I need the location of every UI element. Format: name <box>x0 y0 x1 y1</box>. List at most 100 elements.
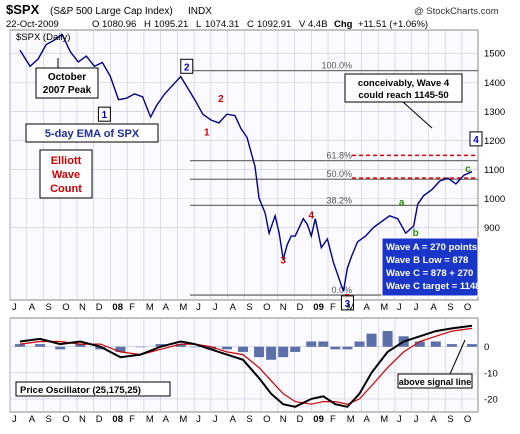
bottom-month-label: 09 <box>313 414 324 425</box>
watermark: @ StockCharts.com <box>414 6 499 17</box>
histogram-bar <box>330 346 341 350</box>
wave-calc-2: Wave B Low = 878 <box>386 255 468 266</box>
month-label: J <box>414 302 419 313</box>
signal-label: above signal line <box>399 377 472 387</box>
price-line-group <box>19 33 473 292</box>
month-label: J <box>196 302 201 313</box>
osc-title-box <box>15 381 171 397</box>
histogram-bar <box>466 344 477 347</box>
month-axis: J A S O N D 08 F M A M J J A S O N D 09 F M A M J J A S O <box>12 302 471 313</box>
change-value: +11.51 (+1.06%) <box>358 19 428 30</box>
bottom-month-label: A <box>364 414 371 425</box>
histogram-bar <box>237 346 248 352</box>
fib-label: 61.8% <box>326 151 352 161</box>
month-label: M <box>380 302 388 313</box>
wave-label: c <box>465 164 471 175</box>
histogram-bar <box>278 346 289 358</box>
ema-label: 5-day EMA of SPX <box>45 128 140 140</box>
price-tick-label: 1500 <box>484 49 505 60</box>
bottom-month-label: 08 <box>112 414 123 425</box>
bottom-month-label: A <box>29 414 36 425</box>
bottom-month-label: F <box>330 414 336 425</box>
elliott-text-1: Elliott <box>51 155 82 167</box>
month-label: S <box>246 302 252 313</box>
bottom-month-label: A <box>163 414 170 425</box>
histogram-bar <box>35 344 46 347</box>
month-label: M <box>179 302 187 313</box>
high-label: H <box>144 19 151 30</box>
month-label: N <box>280 302 287 313</box>
histogram-bar <box>366 333 377 347</box>
price-tick-label: 1300 <box>484 107 505 118</box>
osc-tick-label: -20 <box>484 394 498 405</box>
ema-box <box>25 123 159 143</box>
bottom-month-label: J <box>397 414 402 425</box>
histogram-bar <box>354 341 365 347</box>
oscillator-line <box>19 324 473 408</box>
low-label: L <box>196 19 201 30</box>
wave-calc-4: Wave C target = 1148 <box>386 281 480 292</box>
volume-label: V <box>299 19 306 30</box>
bottom-month-label: M <box>179 414 187 425</box>
osc-title: Price Oscillator (25,175,25) <box>20 385 141 396</box>
histogram-bar <box>342 346 353 350</box>
osc-tick-label: 0 <box>484 342 489 353</box>
histogram-bar <box>175 344 186 347</box>
month-label: M <box>146 302 154 313</box>
month-label: J <box>12 302 17 313</box>
price-axis: 900 1000 1100 1200 1300 1400 1500 <box>484 49 505 234</box>
wave-calc-1: Wave A = 270 points <box>386 242 477 253</box>
exchange-label: INDX <box>188 6 212 17</box>
wave-label-box <box>340 295 354 311</box>
oscillator-axis: -20 -10 0 <box>484 342 498 405</box>
bottom-month-label: J <box>196 414 201 425</box>
histogram-bar <box>221 346 232 350</box>
bottom-month-label: A <box>230 414 237 425</box>
change-label: Chg <box>334 19 353 30</box>
price-panel-title: $SPX (Daily) <box>16 32 70 43</box>
wave-label-box <box>180 58 194 74</box>
wave4-text-2: could reach 1145-50 <box>358 90 448 101</box>
oscillator-panel <box>9 317 479 413</box>
bottom-month-label: D <box>297 414 304 425</box>
month-label: 09 <box>313 302 324 313</box>
price-tick-label: 1000 <box>484 194 505 205</box>
histogram-bar <box>155 344 166 347</box>
histogram-bar <box>382 331 393 347</box>
oscillator-grid <box>9 318 478 412</box>
wave-label: a <box>399 197 405 208</box>
wave-label: 3 <box>280 255 286 266</box>
month-label: D <box>96 302 103 313</box>
price-tick-label: 900 <box>484 223 500 234</box>
histogram-bar <box>189 346 200 348</box>
fib-label: 50.0% <box>326 169 352 179</box>
month-label: 08 <box>112 302 123 313</box>
date-label: 22-Oct-2009 <box>6 19 59 30</box>
wave-label-box <box>469 131 483 147</box>
open-label: O <box>92 19 99 30</box>
bottom-month-label: M <box>380 414 388 425</box>
bottom-month-label: J <box>12 414 17 425</box>
price-tick-label: 1200 <box>484 136 505 147</box>
wave4-text-1: conceivably, Wave 4 <box>358 78 450 89</box>
month-label: J <box>397 302 402 313</box>
open-value: 1080.96 <box>102 19 136 30</box>
wave-calc-3: Wave C = 878 + 270 <box>386 268 473 279</box>
month-label: N <box>79 302 86 313</box>
elliott-box <box>39 149 93 199</box>
close-label: C <box>247 19 254 30</box>
fib-lines: 100.0% 61.8% 50.0% 38.2% 0.0% <box>190 61 478 296</box>
bottom-month-label: O <box>263 414 270 425</box>
osc-tick-label: -10 <box>484 368 498 379</box>
peak-text-1: October <box>48 72 86 83</box>
histogram-bar <box>446 344 457 347</box>
bottom-month-label: M <box>146 414 154 425</box>
histogram-bar <box>205 346 216 350</box>
volume-value: 4.4B <box>308 19 328 30</box>
fib-label: 0.0% <box>331 285 352 295</box>
elliott-text-2: Wave <box>52 169 80 181</box>
month-label: F <box>129 302 135 313</box>
wave-calc-box <box>381 237 479 297</box>
price-line <box>19 33 473 292</box>
